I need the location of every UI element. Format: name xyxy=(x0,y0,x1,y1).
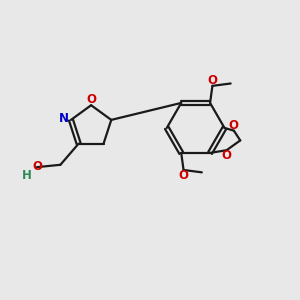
Text: O: O xyxy=(179,169,189,182)
Text: N: N xyxy=(59,112,69,125)
Text: O: O xyxy=(208,74,218,87)
Text: O: O xyxy=(32,160,42,173)
Text: H: H xyxy=(22,169,32,182)
Text: O: O xyxy=(222,149,232,162)
Text: O: O xyxy=(87,93,97,106)
Text: O: O xyxy=(229,118,239,131)
